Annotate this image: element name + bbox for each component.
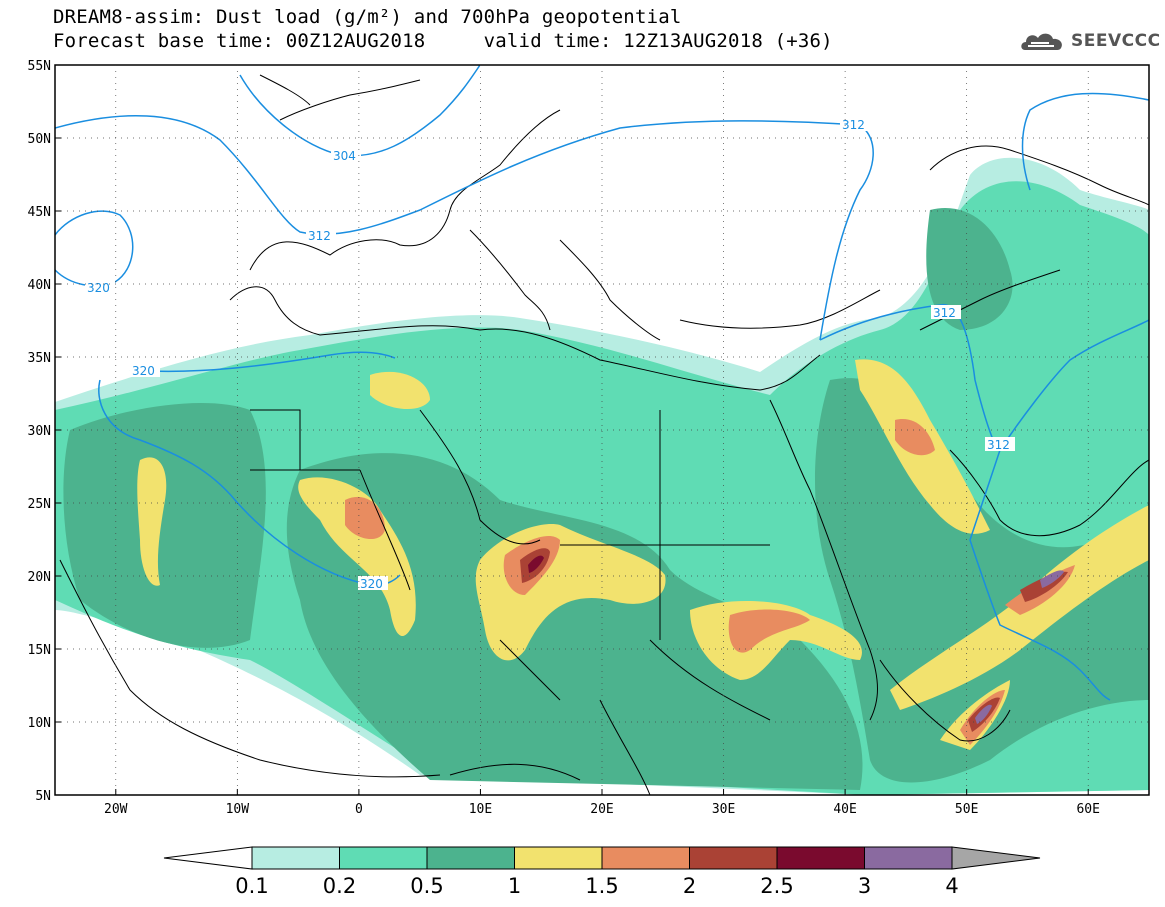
colorbar-label: 4 [945,874,958,898]
lat-label: 20N [28,570,51,585]
dust-field [55,157,1149,795]
colorbar: 0.1 0.2 0.5 1 1.5 2 2.5 3 4 [163,846,1041,898]
lon-label: 10E [469,802,492,817]
lon-label: 10W [226,802,250,817]
contour-label-320-ring: 320 [87,281,110,295]
dust-band-0.5-west [63,402,266,648]
dust-band-1-algeria [370,371,430,410]
lat-label: 10N [28,716,51,731]
lat-label: 50N [28,132,51,147]
map-title: DREAM8-assim: Dust load (g/m²) and 700hP… [53,6,682,28]
contour-312-south [969,449,1111,701]
colorbar-box [601,846,690,870]
contour-320-mid [129,351,396,373]
colorbar-box [776,846,865,870]
dust-band-0.5-central [286,453,863,790]
colorbar-label: 1 [508,874,521,898]
lon-label: 0 [355,802,363,817]
lon-label: 30E [712,802,735,817]
lon-label: 60E [1076,802,1099,817]
colorbar-high-triangle [951,846,1041,870]
colorbar-label: 0.5 [410,874,443,898]
colorbar-box [689,846,778,870]
contour-label-312-north: 312 [842,118,865,132]
dust-band-2.5-niger [528,555,544,573]
contour-label-320-south: 320 [360,577,383,591]
colorbar-box [251,846,340,870]
colorbar-label: 3 [858,874,871,898]
contour-312-north [55,114,874,341]
contour-label-312-west: 312 [308,229,331,243]
cloud-icon [1021,33,1062,50]
geopotential-contours [55,65,1149,701]
colorbar-label: 2.5 [760,874,793,898]
contour-labels: 304 312 312 312 312 320 320 320 [85,117,1015,591]
lon-label: 20W [104,802,128,817]
contour-label-312-east: 312 [933,306,956,320]
colorbar-label: 1.5 [585,874,618,898]
lat-label: 25N [28,497,51,512]
lon-label: 50E [955,802,978,817]
lat-label: 15N [28,643,51,658]
dust-band-1-mali [298,477,416,637]
dust-band-1.5-iraq [895,419,935,456]
contour-320-ring [55,210,134,287]
contour-label-304: 304 [333,149,356,163]
colorbar-label: 2 [683,874,696,898]
contour-312-top [1021,92,1149,191]
dust-band-3-oman [1040,570,1064,588]
contour-304 [239,65,481,157]
seevccc-logo: SEEVCCC [1019,28,1161,54]
colorbar-label: 0.2 [323,874,356,898]
colorbar-low-triangle [163,846,253,870]
logo-text: SEEVCCC [1071,31,1161,51]
dust-band-0.5-arabia [815,378,1149,783]
forecast-time-line: Forecast base time: 00Z12AUG2018 valid t… [53,30,833,52]
lat-label: 40N [28,278,51,293]
lat-label: 5N [35,789,51,804]
lat-label: 35N [28,351,51,366]
contour-label-312-gulf: 312 [987,438,1010,452]
grid-lines [55,65,1149,795]
colorbar-label: 0.1 [235,874,268,898]
coastlines [59,74,1149,795]
colorbar-box [514,846,603,870]
colorbar-box [426,846,515,870]
contour-label-320-mid: 320 [132,364,155,378]
dust-band-1-mauritania [137,457,167,586]
colorbar-box [339,846,428,870]
colorbar-box [864,846,953,870]
dust-band-0.5-caspian [926,208,1013,330]
axis-ticks: 55N 50N 45N 40N 35N 30N 25N 20N 15N 10N 5N 20W 10W 0 1… [28,59,1100,817]
dust-band-3-yemen [975,704,992,724]
contour-312-east [819,303,1149,451]
lon-label: 20E [590,802,613,817]
lat-label: 55N [28,59,51,74]
lat-label: 30N [28,424,51,439]
lon-label: 40E [833,802,856,817]
dust-band-1.5-mali [345,496,385,540]
lat-label: 45N [28,205,51,220]
dust-band-1.5-sudan [728,609,810,653]
